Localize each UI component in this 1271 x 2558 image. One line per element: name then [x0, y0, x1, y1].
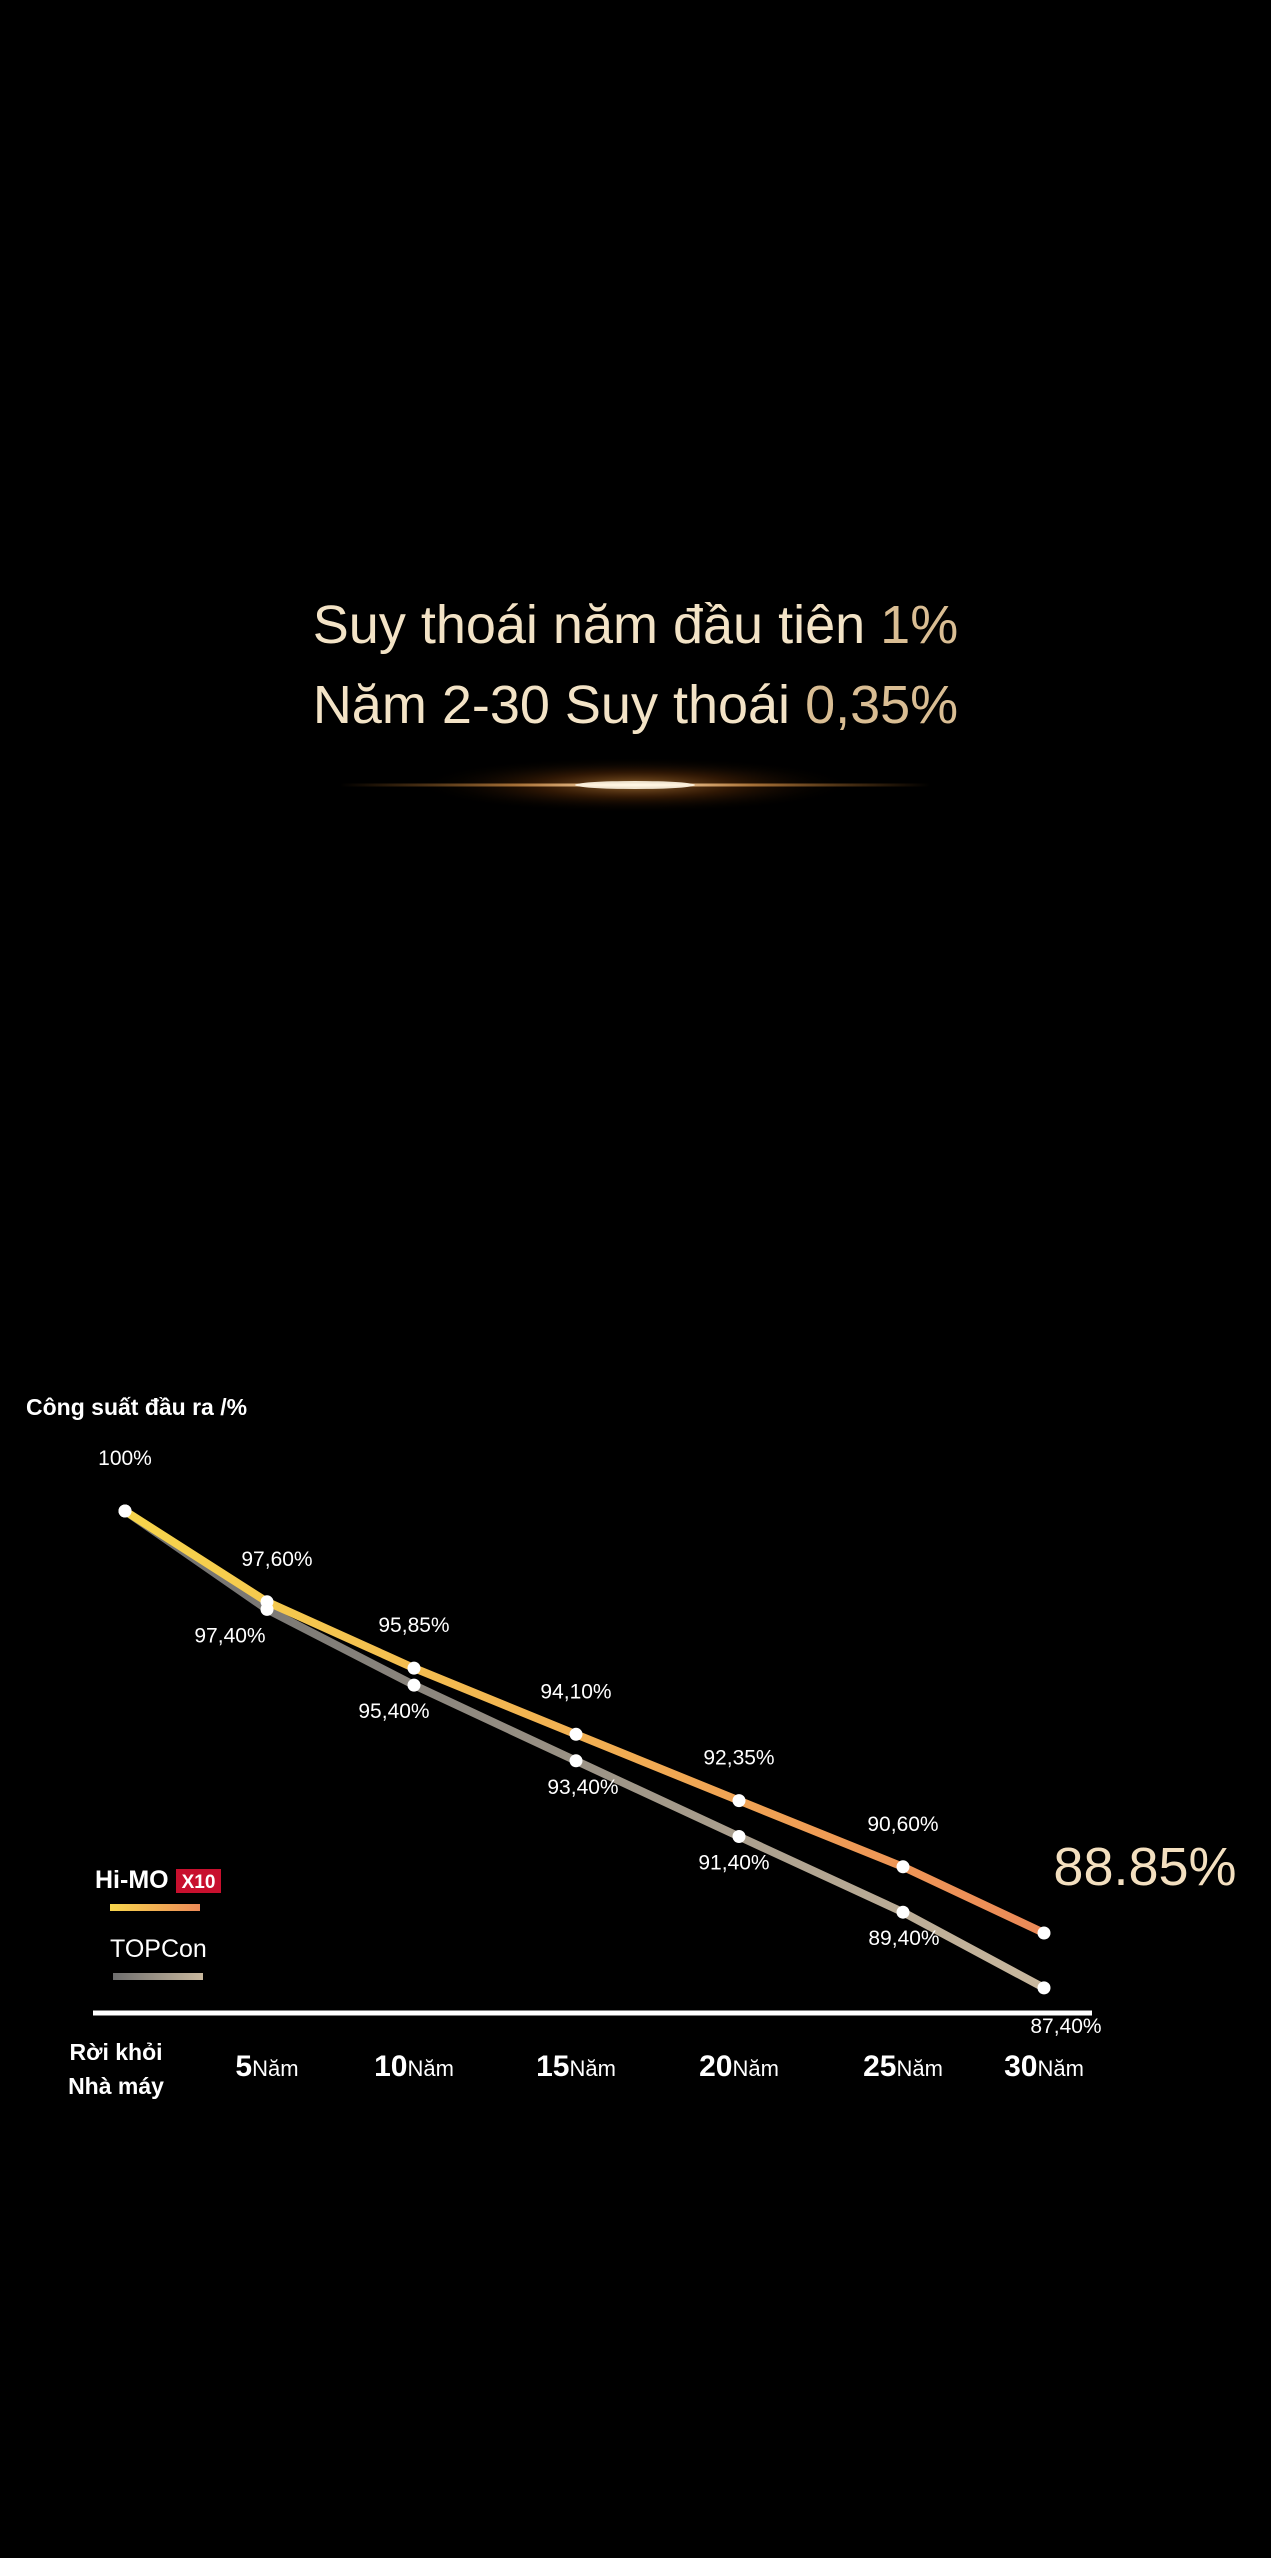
legend-topcon-label: TOPCon: [110, 1935, 207, 1963]
topcon-label-5: 89,40%: [868, 1927, 939, 1950]
legend-himo-badge-text: X10: [182, 1872, 216, 1893]
himo-point-3: [569, 1727, 583, 1741]
x-tick-label-0-line-0: Rời khỏi: [69, 2039, 162, 2065]
x-tick-number-6: 30: [1004, 2050, 1037, 2083]
himo-label-4: 92,35%: [703, 1747, 774, 1770]
x-tick-label-3: 15Năm: [536, 2050, 616, 2083]
x-tick-label-2: 10Năm: [374, 2050, 454, 2083]
headline-line-2: Năm 2-30 Suy thoái 0,35%: [0, 665, 1271, 745]
glow-divider: [340, 757, 930, 813]
x-tick-number-3: 15: [536, 2050, 569, 2083]
topcon-label-4: 91,40%: [698, 1852, 769, 1875]
topcon-point-0: [118, 1504, 132, 1518]
topcon-point-4: [732, 1830, 746, 1843]
headline-line-1-main: Suy thoái năm đầu tiên: [312, 595, 881, 655]
legend-item-topcon: TOPCon: [110, 1935, 207, 1980]
x-tick-unit-4: Năm: [732, 2056, 778, 2081]
topcon-point-5: [896, 1905, 910, 1919]
himo-label-1: 97,60%: [241, 1548, 312, 1571]
y-axis-label: Công suất đầu ra /%: [26, 1394, 247, 1420]
topcon-label-2: 95,40%: [358, 1700, 429, 1723]
x-tick-unit-3: Năm: [569, 2056, 615, 2081]
himo-point-4: [732, 1794, 746, 1808]
x-tick-label-1: 5Năm: [235, 2050, 298, 2083]
x-tick-number-1: 5: [235, 2050, 252, 2083]
series-layer: 100% 97,60% 95,85% 94,10% 92,35% 90,60% 88.85%…: [98, 1447, 1236, 2038]
headline-line-2-main: Năm 2-30 Suy thoái: [312, 675, 806, 735]
topcon-point-1: [260, 1602, 274, 1616]
legend-himo-swatch: [110, 1904, 200, 1911]
x-tick-label-5: 25Năm: [863, 2050, 943, 2083]
himo-label-2: 95,85%: [378, 1614, 449, 1637]
legend-himo-badge: [176, 1869, 221, 1893]
x-tick-label-0-line-1: Nhà máy: [68, 2073, 164, 2099]
x-tick-unit-1: Năm: [252, 2056, 298, 2081]
x-tick-number-2: 10: [374, 2050, 407, 2083]
himo-point-6: [1037, 1926, 1051, 1940]
himo-label-3: 94,10%: [540, 1680, 611, 1703]
legend: Hi-MO X10 TOPCon: [95, 1866, 221, 1980]
x-tick-number-4: 20: [699, 2050, 732, 2083]
degradation-chart: Công suất đầu ra /% 100% 97,60% 95,85% 94,1…: [26, 1394, 1237, 2099]
x-tick-unit-2: Năm: [407, 2056, 453, 2081]
himo-label-5: 90,60%: [867, 1813, 938, 1836]
headline-line-2-highlight: 0,35%: [805, 675, 959, 735]
topcon-label-6: 87,40%: [1030, 2015, 1101, 2038]
legend-item-himo: Hi-MO X10: [95, 1866, 221, 1911]
topcon-point-2: [407, 1678, 421, 1692]
x-tick-number-5: 25: [863, 2050, 896, 2083]
x-tick-unit-6: Năm: [1037, 2056, 1083, 2081]
headline-line-1: Suy thoái năm đầu tiên 1%: [0, 585, 1271, 665]
topcon-label-3: 93,40%: [547, 1776, 618, 1799]
topcon-label-1: 97,40%: [194, 1624, 265, 1647]
himo-point-2: [407, 1661, 421, 1675]
x-tick-unit-5: Năm: [896, 2056, 942, 2081]
topcon-point-3: [569, 1754, 583, 1768]
legend-topcon-swatch: [113, 1973, 203, 1980]
x-tick-label-4: 20Năm: [699, 2050, 779, 2083]
himo-point-5: [896, 1860, 910, 1874]
himo-final-callout: 88.85%: [1053, 1837, 1236, 1897]
x-tick-label-6: 30Năm: [1004, 2050, 1084, 2083]
topcon-point-6: [1037, 1981, 1051, 1995]
legend-himo-label: Hi-MO: [95, 1866, 169, 1894]
headline-line-1-highlight: 1%: [880, 595, 959, 655]
himo-label-0: 100%: [98, 1447, 152, 1470]
